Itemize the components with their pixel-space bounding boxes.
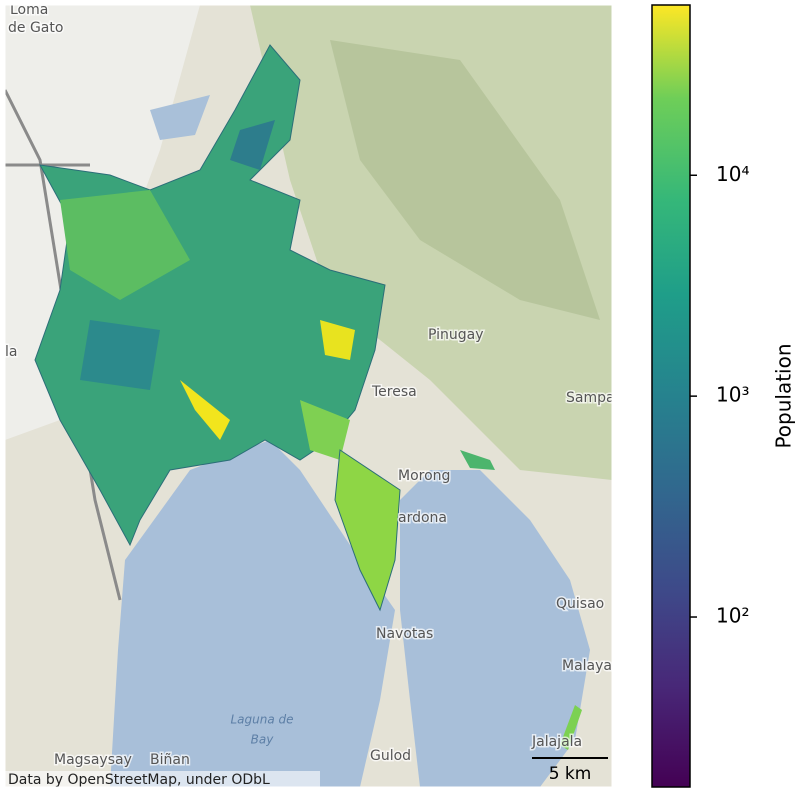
- attribution: Data by OpenStreetMap, under ODbL: [8, 772, 270, 788]
- choropleth-region: [60, 190, 190, 300]
- map-frame: [4, 4, 613, 788]
- choropleth-region: [230, 120, 275, 170]
- map: Loma de Gato Pinugay Teresa Sampa Morong…: [5, 2, 615, 788]
- choropleth-region: [320, 320, 355, 360]
- scale-bar-label: 5 km: [549, 764, 592, 784]
- place-label: Jalajala: [531, 734, 582, 750]
- colorbar-label: Population: [772, 343, 796, 448]
- lake-label: Laguna de: [230, 713, 293, 727]
- lake: [400, 470, 590, 787]
- choropleth-region: [80, 320, 160, 390]
- place-label: ardona: [398, 510, 447, 526]
- place-label: Malaya: [562, 658, 612, 674]
- place-label: Navotas: [376, 626, 433, 642]
- colorbar: [651, 4, 691, 788]
- place-label: Magsaysay: [54, 752, 132, 768]
- place-label: Morong: [398, 468, 450, 484]
- choropleth-region: [334, 449, 401, 612]
- reservoir: [150, 95, 210, 140]
- colorbar-tick-label: 10⁴: [716, 162, 749, 186]
- place-label: Pinugay: [428, 327, 484, 343]
- lake: [110, 440, 395, 787]
- place-label: la: [5, 344, 17, 360]
- choropleth-region: [460, 450, 495, 470]
- hills: [330, 40, 600, 320]
- place-label: Loma: [10, 2, 48, 18]
- place-label: Quisao: [556, 596, 604, 612]
- choropleth-region: [34, 44, 386, 547]
- colorbar-tick-label: 10³: [716, 383, 749, 407]
- colorbar-tick-label: 10²: [716, 604, 749, 628]
- lake-label: Bay: [251, 733, 275, 747]
- choropleth-region: [560, 705, 582, 750]
- place-label: Gulod: [370, 748, 411, 764]
- place-label: de Gato: [8, 20, 63, 36]
- place-label: Teresa: [371, 384, 417, 400]
- place-label: Sampa: [566, 390, 615, 406]
- place-label: Biñan: [150, 752, 190, 768]
- attribution-box: [5, 771, 320, 787]
- choropleth-region: [180, 380, 230, 440]
- choropleth-region: [300, 400, 350, 460]
